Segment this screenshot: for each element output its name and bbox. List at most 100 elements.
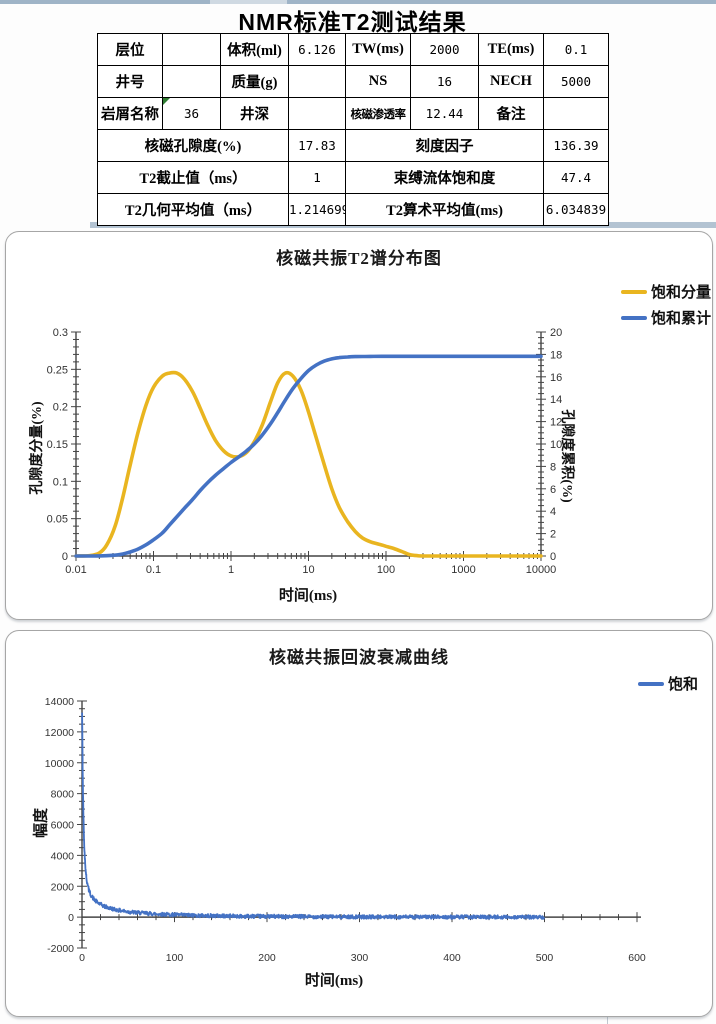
echo-decay-chart[interactable]: 核磁共振回波衰减曲线 饱和 幅度 时间(ms) -2000 0 2000 4000 60… <box>5 630 713 1017</box>
cell-value[interactable]: 2000 <box>410 33 479 66</box>
cell-label[interactable]: 层位 <box>97 33 163 66</box>
cell-label[interactable]: TE(ms) <box>478 33 544 66</box>
right-tick-label: 18 <box>550 349 562 361</box>
y-tick-label: 0 <box>68 912 74 924</box>
cell-value[interactable] <box>162 65 221 98</box>
cell-label[interactable]: NS <box>345 65 411 98</box>
cell-value[interactable]: 1.214699 <box>288 193 346 226</box>
t2-spectrum-chart[interactable]: 核磁共振T2谱分布图 饱和分量 饱和累计 孔隙度分量(%) 孔隙度累积(%) 时… <box>5 231 713 620</box>
chart-title: 核磁共振回波衰减曲线 <box>269 648 449 667</box>
right-tick-label: 10 <box>550 439 562 451</box>
cell-value[interactable]: 36 <box>162 97 221 130</box>
cell-label[interactable]: 体积(ml) <box>220 33 289 66</box>
right-tick-label: 16 <box>550 372 562 384</box>
cell-value[interactable]: 12.44 <box>410 97 479 130</box>
cell-value[interactable]: 17.83 <box>288 129 346 162</box>
chart-title: 核磁共振T2谱分布图 <box>276 249 442 268</box>
cell-value[interactable]: 47.4 <box>543 161 609 194</box>
cell-label[interactable]: 井号 <box>97 65 163 98</box>
left-tick-label: 0.25 <box>47 364 68 376</box>
y-tick-label: 6000 <box>51 820 75 832</box>
y-tick-label: 14000 <box>45 696 74 708</box>
legend-item-saturation[interactable]: 饱和 <box>638 673 698 694</box>
x-tick-label: 1 <box>228 564 234 576</box>
cell-label[interactable]: 井深 <box>220 97 289 130</box>
x-tick-label: 400 <box>443 952 461 964</box>
table-row: T2几何平均值（ms） 1.214699 T2算术平均值(ms) 6.03483… <box>97 193 609 226</box>
cell-label[interactable]: TW(ms) <box>345 33 411 66</box>
cell-label[interactable]: 束缚流体饱和度 <box>345 161 544 194</box>
cell-value[interactable] <box>288 97 346 130</box>
x-tick-label: 600 <box>628 952 646 964</box>
right-tick-label: 4 <box>550 506 556 518</box>
table-row: 核磁孔隙度(%) 17.83 刻度因子 136.39 <box>97 129 609 162</box>
left-tick-label: 0.3 <box>53 327 68 339</box>
t2-spectrum-plot: 0 0.05 0.1 0.15 0.2 0.25 0.3 0 2 4 6 8 10 12 14 16 18 20 0… <box>47 327 563 576</box>
cell-label[interactable]: 岩屑名称 <box>97 97 163 130</box>
legend-label: 饱和分量 <box>651 285 712 301</box>
cell-label[interactable]: 质量(g) <box>220 65 289 98</box>
cell-label[interactable]: T2算术平均值(ms) <box>345 193 544 226</box>
left-tick-label: 0.1 <box>53 476 68 488</box>
legend-item-saturation-component[interactable]: 饱和分量 <box>621 281 711 302</box>
legend-item-saturation-cumulative[interactable]: 饱和累计 <box>621 307 711 328</box>
left-tick-label: 0.15 <box>47 439 68 451</box>
x-tick-label: 1000 <box>451 564 475 576</box>
cell-label[interactable]: T2几何平均值（ms） <box>97 193 289 226</box>
right-tick-label: 8 <box>550 461 556 473</box>
cell-value[interactable] <box>288 65 346 98</box>
x-tick-label: 200 <box>258 952 276 964</box>
x-tick-label: 10000 <box>526 564 557 576</box>
left-axis-title: 孔隙度分量(%) <box>30 401 45 495</box>
right-tick-label: 14 <box>550 394 562 406</box>
table-row: 井号 质量(g) NS 16 NECH 5000 <box>97 65 609 98</box>
y-tick-label: 12000 <box>45 727 74 739</box>
top-strip <box>287 0 716 4</box>
x-tick-label: 300 <box>351 952 369 964</box>
y-tick-label: 10000 <box>45 758 74 770</box>
right-tick-label: 2 <box>550 529 556 541</box>
left-tick-label: 0 <box>62 551 68 563</box>
legend-label: 饱和累计 <box>651 311 712 327</box>
x-tick-label: 0.01 <box>65 564 86 576</box>
legend-line-swatch <box>621 289 647 294</box>
echo-decay-plot: -2000 0 2000 4000 6000 8000 10000 12000 14000 0 10… <box>45 696 646 964</box>
cell-value[interactable]: 1 <box>288 161 346 194</box>
cell-value[interactable]: 136.39 <box>543 129 609 162</box>
x-tick-label: 100 <box>166 952 184 964</box>
y-tick-label: 8000 <box>51 789 75 801</box>
cell-value[interactable]: 16 <box>410 65 479 98</box>
series-饱和分量 <box>74 370 543 558</box>
grid-line <box>607 1013 608 1024</box>
cell-label[interactable]: T2截止值（ms） <box>97 161 289 194</box>
x-axis-title: 时间(ms) <box>278 588 338 604</box>
cell-label[interactable]: NECH <box>478 65 544 98</box>
x-tick-label: 100 <box>377 564 395 576</box>
top-strip-light <box>210 0 287 4</box>
cell-value[interactable]: 6.034839 <box>543 193 609 226</box>
y-tick-label: -2000 <box>47 943 74 955</box>
top-strip <box>0 0 210 4</box>
right-tick-label: 0 <box>550 551 556 563</box>
cell-value[interactable] <box>162 33 221 66</box>
cell-label[interactable]: 核磁渗透率 <box>345 97 411 130</box>
x-axis-title: 时间(ms) <box>304 973 364 989</box>
cell-value[interactable]: 5000 <box>543 65 609 98</box>
parameter-table: 层位 体积(ml) 6.126 TW(ms) 2000 TE(ms) 0.1 井… <box>97 33 609 226</box>
right-tick-label: 12 <box>550 417 562 429</box>
cell-label[interactable]: 核磁孔隙度(%) <box>97 129 289 162</box>
left-tick-label: 0.2 <box>53 402 68 414</box>
table-row: T2截止值（ms） 1 束缚流体饱和度 47.4 <box>97 161 609 194</box>
cell-label[interactable]: 备注 <box>478 97 544 130</box>
cell-value[interactable]: 0.1 <box>543 33 609 66</box>
x-tick-label: 0 <box>79 952 85 964</box>
right-tick-label: 20 <box>550 327 562 339</box>
cell-value[interactable] <box>543 97 609 130</box>
y-tick-label: 2000 <box>51 881 75 893</box>
cell-value[interactable]: 6.126 <box>288 33 346 66</box>
cell-label[interactable]: 刻度因子 <box>345 129 544 162</box>
x-tick-label: 10 <box>302 564 314 576</box>
legend-line-swatch <box>621 315 647 320</box>
legend-line-swatch <box>638 681 664 686</box>
